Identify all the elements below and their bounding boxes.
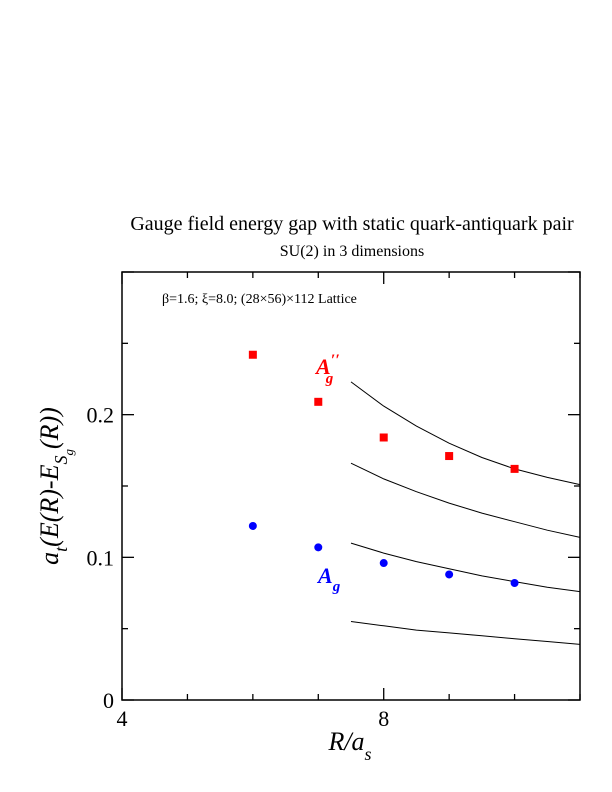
fit-curve-3: [350, 542, 581, 593]
data-point-series-1: [314, 397, 323, 406]
x-axis-label: R/as: [327, 727, 371, 764]
series-label-a-double-prime-g: A′′ g: [314, 352, 340, 387]
data-point-series-1: [379, 433, 388, 442]
series-label-a-g: Ag: [316, 563, 341, 595]
x-tick-label: 8: [378, 706, 389, 731]
data-points: [248, 350, 519, 588]
data-point-series-1: [445, 452, 454, 461]
fit-curves: [350, 381, 581, 645]
data-point-series-2: [379, 559, 388, 568]
data-point-series-2: [510, 579, 519, 588]
x-tick-label: 4: [117, 706, 128, 731]
lattice-annotation: β=1.6; ξ=8.0; (28×56)×112 Lattice: [162, 292, 357, 307]
y-tick-label: 0.2: [87, 403, 115, 428]
y-tick-label: 0.1: [87, 545, 115, 570]
fit-curve-2: [350, 462, 581, 538]
plot-frame: [121, 271, 581, 701]
fit-curve-1: [350, 381, 581, 486]
tick-labels: 4 8 0 0.1 0.2: [87, 403, 390, 731]
axis-ticks: [121, 271, 581, 701]
chart-subtitle: SU(2) in 3 dimensions: [280, 243, 424, 260]
data-point-series-2: [314, 543, 323, 552]
y-axis-label: at(E(R)-ESg(R)): [35, 407, 76, 565]
data-point-series-2: [248, 521, 257, 530]
data-point-series-1: [248, 350, 257, 359]
fit-curve-4: [350, 621, 581, 645]
chart-title: Gauge field energy gap with static quark…: [130, 213, 574, 235]
y-tick-label: 0: [103, 688, 114, 713]
data-point-series-1: [510, 464, 519, 473]
data-point-series-2: [445, 570, 454, 579]
